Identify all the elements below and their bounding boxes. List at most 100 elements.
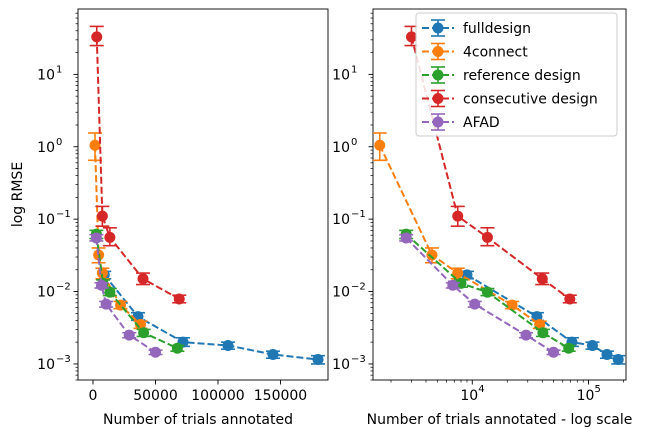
data-layer bbox=[373, 25, 626, 366]
data-point bbox=[536, 273, 548, 285]
data-point bbox=[89, 139, 101, 151]
data-point bbox=[452, 210, 464, 222]
y-tick-label: 10 bbox=[332, 357, 350, 373]
y-tick-exponent: −1 bbox=[351, 209, 366, 220]
legend-item: reference design bbox=[422, 66, 581, 84]
legend-marker bbox=[432, 116, 444, 128]
legend-label: consecutive design bbox=[463, 92, 598, 108]
legend-item: consecutive design bbox=[422, 89, 598, 108]
legend-marker bbox=[432, 22, 444, 34]
x-tick-label: 150000 bbox=[254, 388, 307, 404]
y-tick-label: 10 bbox=[332, 67, 350, 83]
y-tick-label: 10 bbox=[37, 140, 55, 156]
data-point bbox=[586, 339, 598, 351]
y-tick-exponent: −1 bbox=[56, 209, 71, 220]
x-tick-exponent: 5 bbox=[595, 384, 601, 395]
data-point bbox=[426, 249, 438, 261]
y-tick-label: 10 bbox=[37, 212, 55, 228]
legend-label: reference design bbox=[463, 68, 581, 84]
data-point bbox=[138, 327, 150, 339]
data-point bbox=[400, 232, 412, 244]
y-tick-label: 10 bbox=[37, 357, 55, 373]
data-point bbox=[612, 354, 624, 366]
data-point bbox=[100, 298, 112, 310]
legend-item: AFAD bbox=[422, 113, 500, 131]
x-axis-label: Number of trials annotated bbox=[103, 412, 293, 428]
data-point bbox=[91, 31, 103, 43]
data-point bbox=[173, 293, 185, 305]
series-AFAD bbox=[89, 232, 163, 358]
y-tick-label: 10 bbox=[37, 285, 55, 301]
x-tick-label: 50000 bbox=[133, 388, 178, 404]
series-AFAD bbox=[399, 232, 561, 358]
y-tick-label: 10 bbox=[37, 67, 55, 83]
series-line bbox=[103, 274, 319, 361]
y-tick-exponent: 1 bbox=[351, 64, 357, 75]
legend-label: 4connect bbox=[463, 45, 528, 61]
data-layer bbox=[88, 25, 325, 366]
data-point bbox=[469, 298, 481, 310]
y-tick-exponent: −2 bbox=[56, 282, 71, 293]
y-tick-label: 10 bbox=[332, 285, 350, 301]
data-point bbox=[104, 231, 116, 243]
data-point bbox=[374, 139, 386, 151]
plot-frame bbox=[77, 8, 329, 381]
data-point bbox=[96, 210, 108, 222]
y-tick-exponent: 1 bbox=[56, 64, 62, 75]
data-point bbox=[312, 354, 324, 366]
data-point bbox=[452, 267, 464, 279]
x-tick-label: 10 bbox=[577, 388, 595, 404]
legend-label: AFAD bbox=[463, 115, 500, 131]
x-tick-exponent: 4 bbox=[478, 384, 484, 395]
legend: fulldesign 4connect reference design consec… bbox=[415, 12, 618, 137]
legend-marker bbox=[432, 46, 444, 57]
data-point bbox=[405, 31, 417, 43]
chart-panel-1: 10 −310 −210 −110 010 10 50000 100000 150000Numb… bbox=[10, 8, 329, 428]
data-point bbox=[520, 329, 532, 341]
data-point bbox=[150, 346, 161, 358]
series-consecutive-design bbox=[404, 25, 577, 305]
legend-box bbox=[415, 12, 618, 137]
legend-item: 4connect bbox=[422, 42, 528, 61]
data-point bbox=[137, 273, 149, 285]
data-point bbox=[222, 339, 234, 351]
series-consecutive-design bbox=[89, 25, 187, 305]
y-tick-exponent: −3 bbox=[56, 354, 71, 365]
x-tick-label: 0 bbox=[89, 388, 98, 404]
series-4connect bbox=[373, 132, 547, 331]
data-point bbox=[455, 277, 467, 289]
y-tick-exponent: −2 bbox=[351, 282, 366, 293]
series-line bbox=[95, 237, 157, 354]
y-axis-label: log RMSE bbox=[10, 162, 26, 227]
legend-item: fulldesign bbox=[422, 19, 531, 37]
data-point bbox=[537, 327, 549, 339]
data-point bbox=[90, 232, 102, 244]
data-point bbox=[96, 279, 107, 291]
data-point bbox=[104, 286, 116, 298]
series-line bbox=[95, 36, 180, 300]
plot-frame bbox=[372, 8, 627, 381]
data-point bbox=[564, 293, 576, 305]
data-point bbox=[267, 349, 279, 361]
legend-label: fulldesign bbox=[463, 21, 531, 37]
legend-marker bbox=[432, 69, 444, 81]
data-point bbox=[548, 346, 560, 358]
charts-layer: 10 −310 −210 −110 010 10 50000 100000 150000Numb… bbox=[10, 8, 633, 428]
y-tick-label: 10 bbox=[332, 212, 350, 228]
data-point bbox=[601, 349, 613, 361]
data-point bbox=[123, 329, 135, 341]
legend-marker bbox=[432, 93, 444, 104]
data-point bbox=[481, 286, 493, 298]
y-tick-exponent: 0 bbox=[56, 137, 62, 148]
data-point bbox=[481, 231, 493, 243]
x-tick-label: 100000 bbox=[191, 388, 244, 404]
x-axis-label: Number of trials annotated - log scale bbox=[367, 412, 633, 428]
data-point bbox=[506, 299, 518, 311]
data-point bbox=[447, 279, 459, 291]
data-point bbox=[171, 342, 183, 354]
x-tick-label: 10 bbox=[460, 388, 478, 404]
data-point bbox=[563, 342, 575, 354]
y-tick-exponent: 0 bbox=[351, 137, 357, 148]
